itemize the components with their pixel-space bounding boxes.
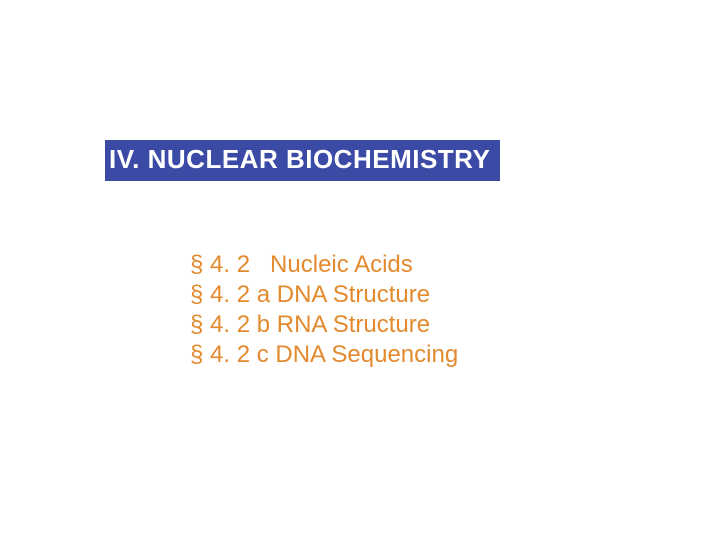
section-title: IV. NUCLEAR BIOCHEMISTRY [105,140,500,181]
topic-item: § 4. 2 a DNA Structure [190,280,458,310]
topic-item: § 4. 2 Nucleic Acids [190,250,458,280]
topic-item: § 4. 2 c DNA Sequencing [190,340,458,370]
slide: IV. NUCLEAR BIOCHEMISTRY § 4. 2 Nucleic … [0,0,720,540]
topics-list: § 4. 2 Nucleic Acids § 4. 2 a DNA Struct… [190,250,458,370]
topic-item: § 4. 2 b RNA Structure [190,310,458,340]
